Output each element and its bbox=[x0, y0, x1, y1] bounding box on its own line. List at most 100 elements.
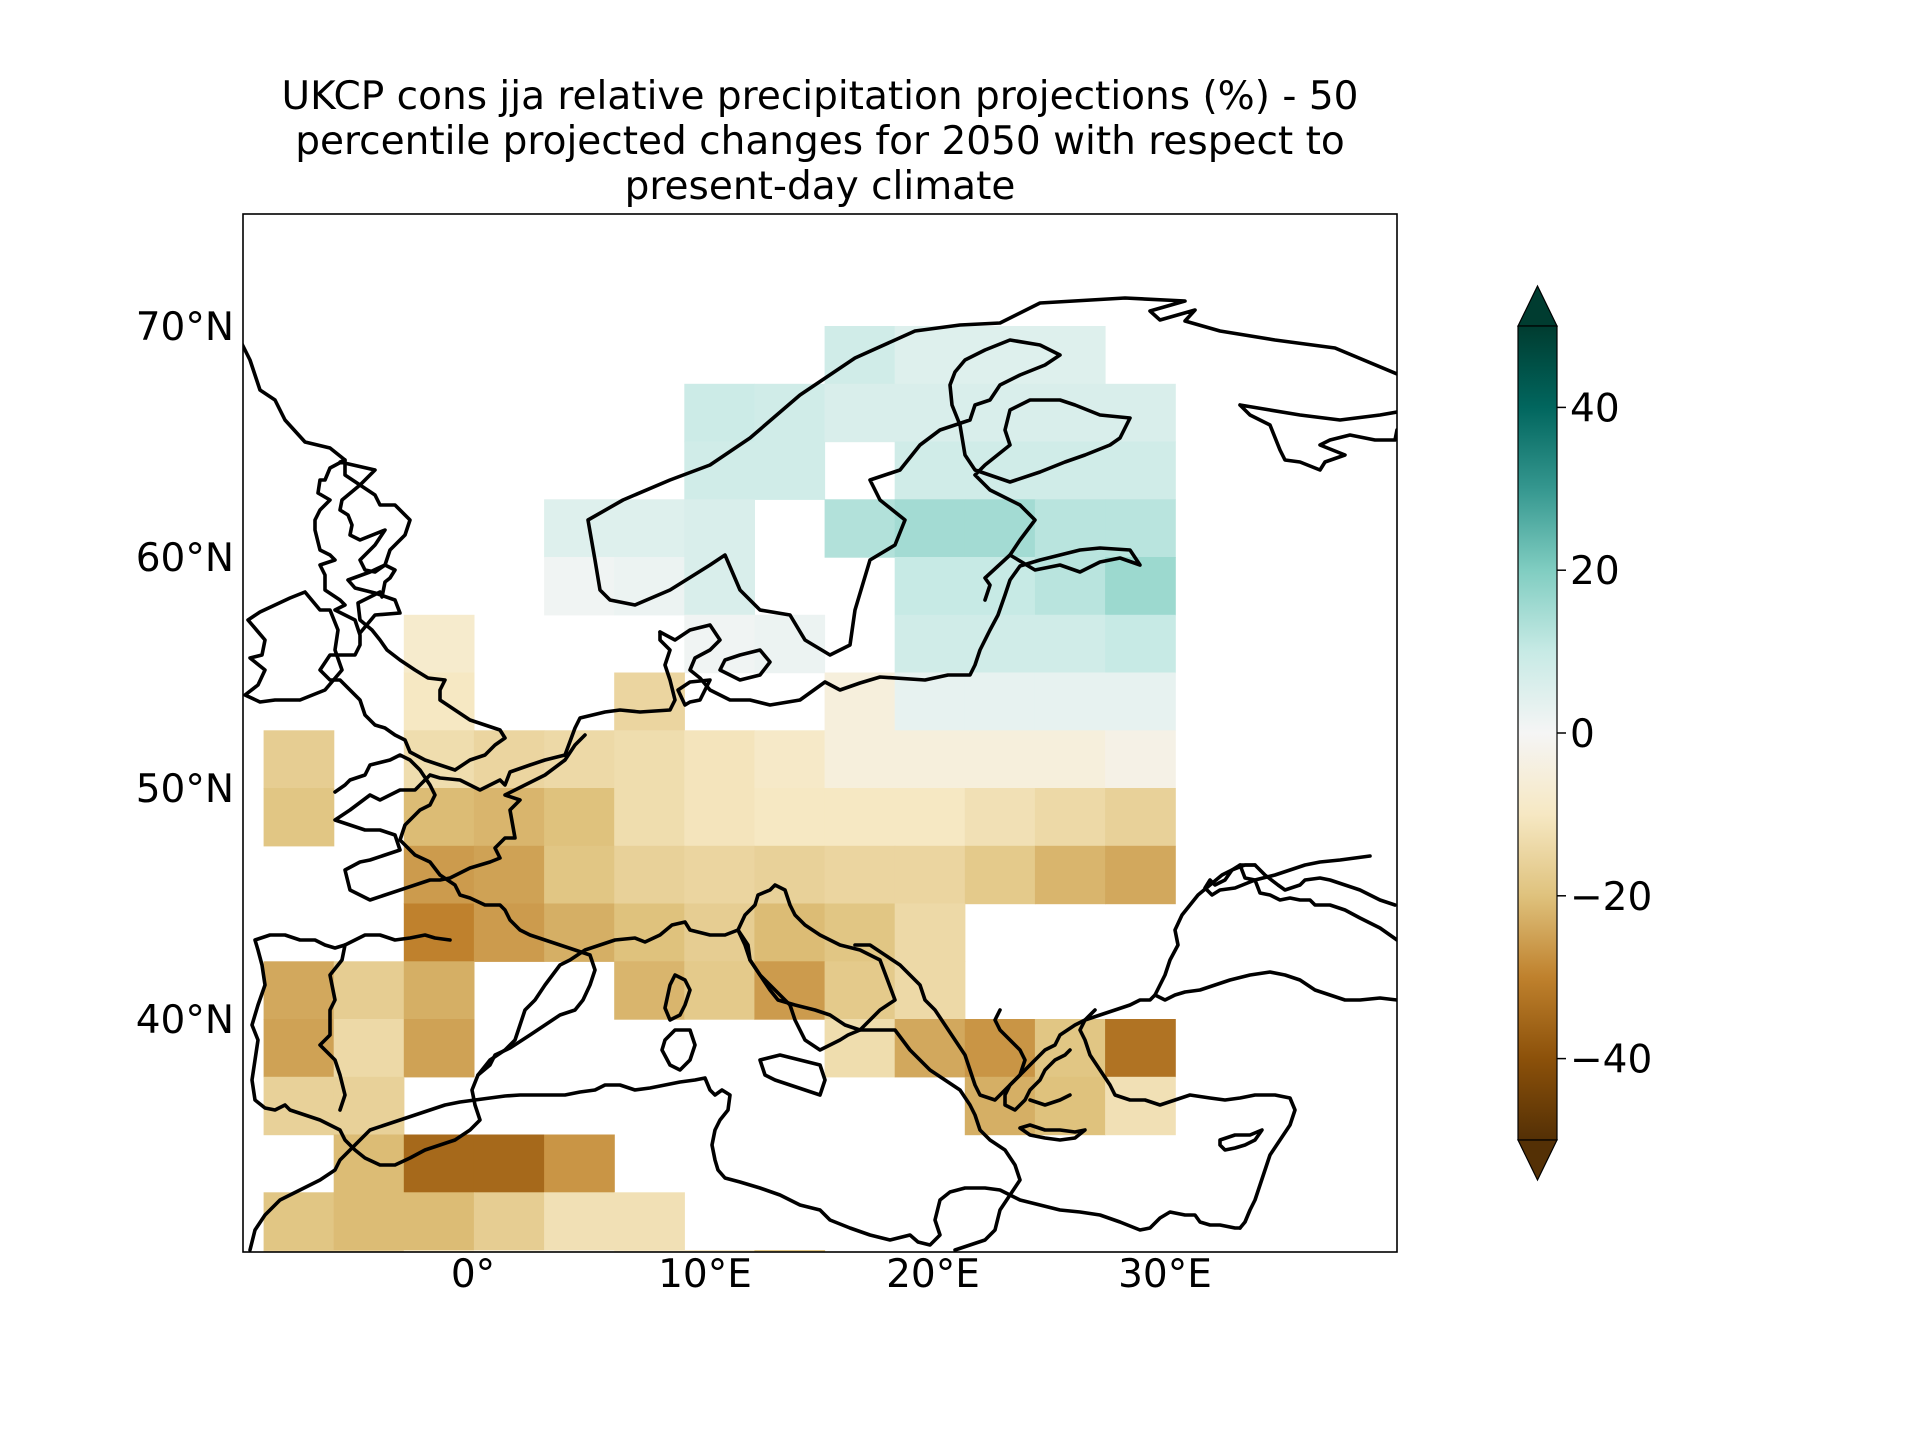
map-axes: 0° 10°E 20°E 30°E 70°N 60°N 50°N 40°N bbox=[136, 213, 1398, 1297]
grid-cell bbox=[1034, 672, 1106, 731]
grid-cell bbox=[403, 1250, 475, 1252]
grid-cell bbox=[333, 961, 405, 1020]
colorbar-gradient bbox=[1517, 325, 1558, 1141]
coastline-gb-main bbox=[313, 458, 507, 772]
coastline-turkey-south bbox=[1078, 1008, 1297, 1230]
grid-cell bbox=[1105, 383, 1176, 443]
grid-cell bbox=[894, 672, 966, 731]
coastline-balkans bbox=[853, 863, 1257, 1102]
grid-cell bbox=[403, 903, 475, 962]
coastline-cyprus bbox=[1218, 1128, 1264, 1152]
grid-cell bbox=[403, 672, 475, 731]
grid-cell bbox=[544, 557, 615, 616]
grid-cell bbox=[964, 845, 1036, 905]
colorbar-extend-bottom bbox=[1517, 1139, 1558, 1182]
grid-cell bbox=[754, 788, 826, 847]
grid-cell bbox=[1034, 845, 1106, 905]
coastline-mediterranean-north bbox=[476, 920, 1022, 1252]
grid-cell bbox=[473, 1134, 545, 1193]
grid-cell bbox=[754, 441, 826, 500]
coastlines bbox=[243, 296, 1397, 1252]
grid-cell bbox=[614, 903, 685, 962]
coastline-europe-north bbox=[333, 630, 677, 902]
grid-cell bbox=[894, 845, 966, 905]
grid-cell bbox=[544, 788, 615, 847]
grid-cell bbox=[473, 730, 545, 789]
grid-cell bbox=[894, 441, 966, 500]
coastline-ireland bbox=[243, 590, 344, 704]
grid-cell bbox=[403, 961, 475, 1020]
grid-cell bbox=[684, 614, 755, 674]
grid-cell bbox=[473, 903, 545, 962]
grid-cell bbox=[1034, 788, 1106, 847]
coastline-crete bbox=[1018, 1123, 1087, 1142]
grid-cell bbox=[964, 383, 1036, 443]
grid-cell bbox=[1034, 326, 1106, 385]
grid-cell bbox=[544, 499, 615, 558]
grid-cell bbox=[614, 499, 685, 558]
coastline-britain bbox=[243, 341, 412, 635]
coastline-turkey-north bbox=[1153, 863, 1397, 1002]
grid-cell bbox=[614, 730, 685, 789]
grid-cell bbox=[403, 788, 475, 847]
grid-cell bbox=[754, 383, 826, 443]
grid-cell bbox=[403, 614, 475, 674]
grid-cell bbox=[1105, 788, 1176, 847]
grid-cell bbox=[544, 1192, 615, 1251]
grid-cell bbox=[333, 1076, 405, 1136]
precipitation-grid bbox=[263, 326, 1176, 1252]
colorbar: 40 20 0 −20 −40 bbox=[1517, 284, 1652, 1182]
grid-cell bbox=[263, 788, 335, 847]
grid-cell bbox=[263, 1076, 335, 1136]
grid-cell bbox=[824, 788, 896, 847]
grid-cell bbox=[1105, 614, 1176, 674]
grid-cell bbox=[684, 961, 755, 1020]
colorbar-ticks: 40 20 0 −20 −40 bbox=[1557, 386, 1652, 1083]
grid-cell bbox=[684, 499, 755, 558]
grid-cell bbox=[614, 961, 685, 1020]
y-tick-label-40n: 40°N bbox=[136, 998, 234, 1043]
x-tick-label-20e: 20°E bbox=[886, 1252, 980, 1297]
grid-cell bbox=[403, 1192, 475, 1251]
grid-cell bbox=[1105, 845, 1176, 905]
grid-cell bbox=[894, 730, 966, 789]
colorbar-tick-label: 0 bbox=[1570, 712, 1595, 757]
grid-cell bbox=[403, 1134, 475, 1193]
colorbar-tick-label: −40 bbox=[1570, 1038, 1652, 1083]
grid-cell bbox=[894, 788, 966, 847]
coastline-north-africa bbox=[248, 1076, 1242, 1252]
colorbar-extend-top bbox=[1517, 284, 1558, 327]
coastline-sardinia-corsica bbox=[660, 973, 697, 1072]
grid-cell bbox=[894, 903, 966, 962]
colorbar-tick-label: 40 bbox=[1570, 386, 1620, 431]
grid-cell bbox=[1105, 1019, 1176, 1078]
grid-cell bbox=[824, 499, 896, 558]
grid-cell bbox=[1105, 730, 1176, 789]
grid-cell bbox=[684, 730, 755, 789]
grid-cell bbox=[824, 730, 896, 789]
y-tick-label-60n: 60°N bbox=[136, 536, 234, 581]
map-frame bbox=[242, 213, 1398, 1253]
coastline-sicily bbox=[758, 1053, 827, 1097]
grid-cell bbox=[473, 845, 545, 905]
y-tick-label-50n: 50°N bbox=[136, 767, 234, 812]
grid-cell bbox=[684, 788, 755, 847]
x-tick-label-0: 0° bbox=[451, 1252, 495, 1297]
grid-cell bbox=[824, 845, 896, 905]
grid-cell bbox=[1105, 1076, 1176, 1136]
grid-cell bbox=[824, 383, 896, 443]
grid-cell bbox=[614, 1250, 685, 1252]
grid-cell bbox=[544, 1250, 615, 1252]
grid-cell bbox=[263, 1192, 335, 1251]
grid-cell bbox=[1105, 672, 1176, 731]
grid-cell bbox=[894, 499, 966, 558]
grid-cell bbox=[684, 845, 755, 905]
grid-cell bbox=[614, 1192, 685, 1251]
grid-cell bbox=[614, 845, 685, 905]
coastline-italy bbox=[736, 883, 897, 1052]
coastline-greece bbox=[993, 1008, 1072, 1112]
colorbar-tick-label: −20 bbox=[1570, 875, 1652, 920]
grid-cell bbox=[754, 1250, 826, 1252]
coastline-iberia-south bbox=[318, 943, 347, 1112]
chart-title-line-1: UKCP cons jja relative precipitation pro… bbox=[282, 74, 1359, 119]
